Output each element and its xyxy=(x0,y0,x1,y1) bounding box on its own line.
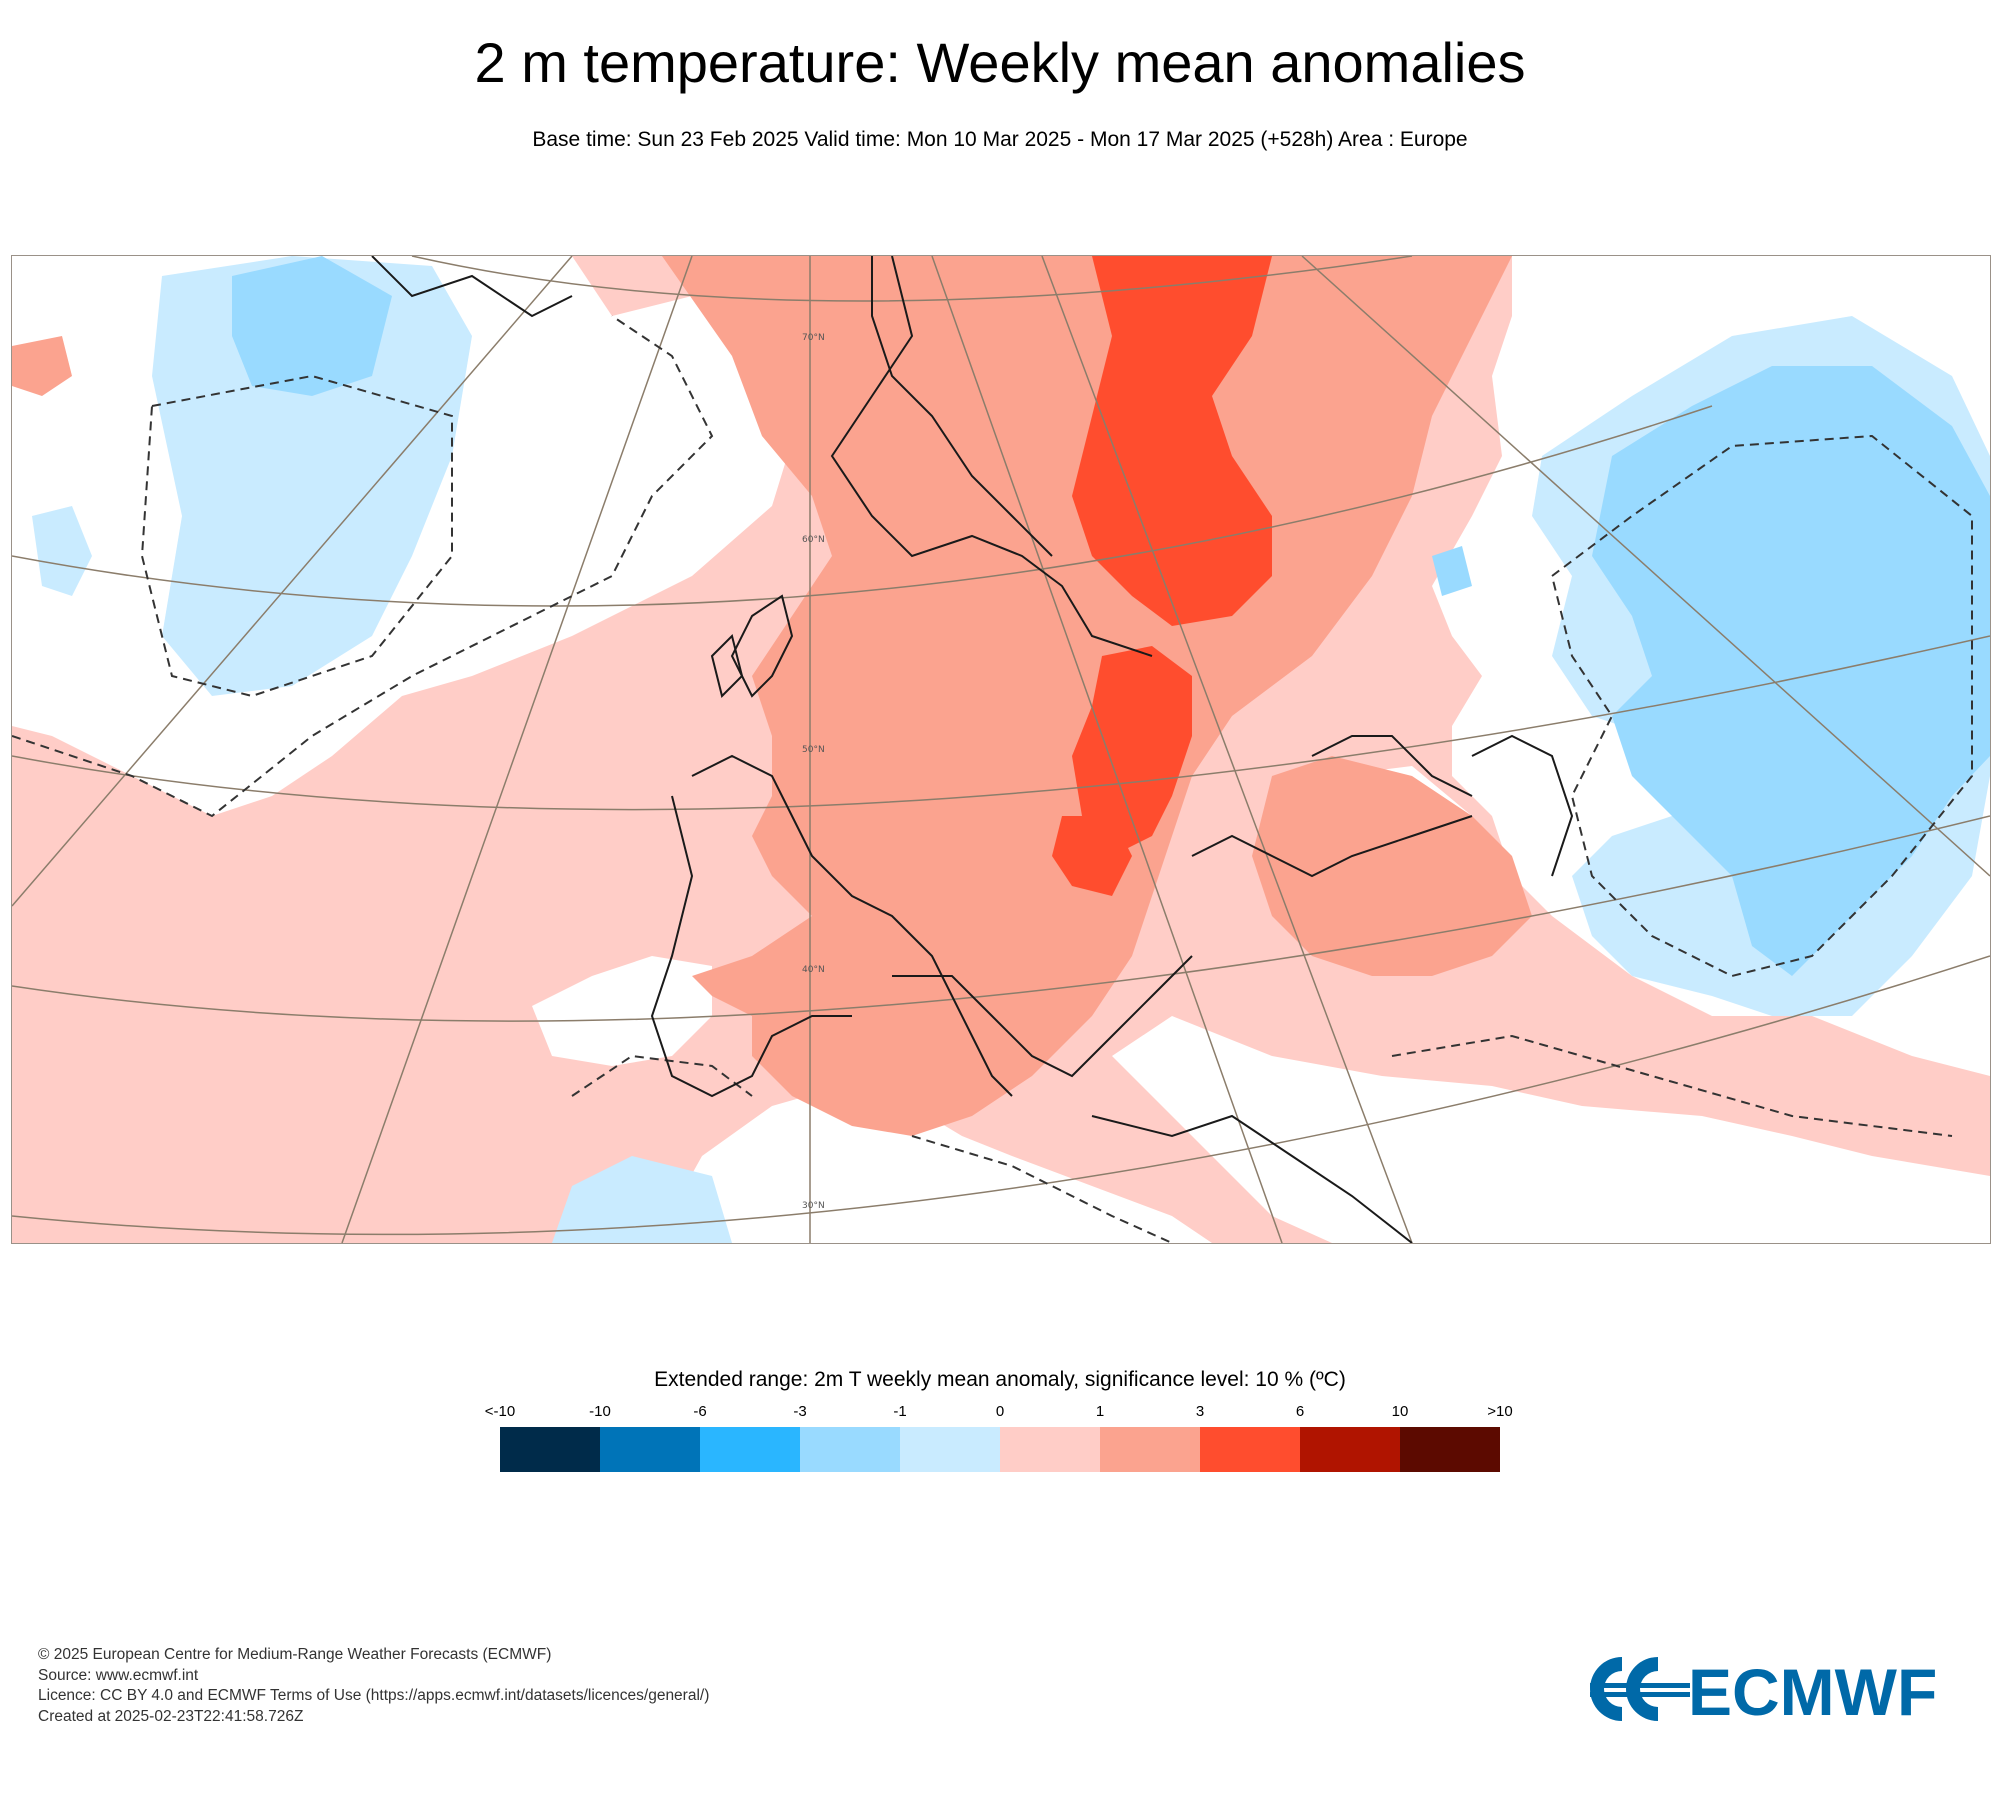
color-bar-segment xyxy=(600,1427,700,1472)
color-bar-segment xyxy=(900,1427,1000,1472)
warm-anomaly-moderate xyxy=(12,256,1532,1136)
created-at-text: Created at 2025-02-23T22:41:58.726Z xyxy=(38,1707,304,1725)
color-bar-segment xyxy=(1400,1427,1500,1472)
lat-label-70: 70°N xyxy=(802,333,825,343)
legend-tick-label: -1 xyxy=(893,1403,907,1420)
legend-tick-label: 6 xyxy=(1295,1403,1305,1420)
legend-tick-label: >10 xyxy=(1487,1403,1513,1420)
lat-label-50: 50°N xyxy=(802,745,825,755)
ecmwf-logo-icon xyxy=(1590,1657,1690,1721)
ecmwf-logo-text: ECMWF xyxy=(1688,1655,1937,1723)
lat-label-40: 40°N xyxy=(802,965,825,975)
legend-tick-label: -3 xyxy=(793,1403,807,1420)
significance-contours xyxy=(12,315,1973,1243)
legend-tick-label: <-10 xyxy=(484,1403,516,1420)
ecmwf-logo: ECMWF xyxy=(1588,1655,1963,1729)
legend-tick-label: 3 xyxy=(1195,1403,1205,1420)
color-bar-segment xyxy=(1000,1427,1100,1472)
coastlines xyxy=(371,256,1574,1243)
legend-title: Extended range: 2m T weekly mean anomaly… xyxy=(654,1368,1346,1391)
legend-tick-label: 1 xyxy=(1095,1403,1105,1420)
graticule xyxy=(12,256,1990,1243)
lat-label-60: 60°N xyxy=(802,535,825,545)
legend-tick-label: -6 xyxy=(693,1403,707,1420)
color-bar-segment xyxy=(1200,1427,1300,1472)
cold-anomaly-moderate xyxy=(232,256,1990,976)
source-text: Source: www.ecmwf.int xyxy=(38,1666,199,1684)
warm-anomaly-strong xyxy=(1052,256,1272,896)
copyright-text: © 2025 European Centre for Medium-Range … xyxy=(38,1646,552,1663)
lat-label-30: 30°N xyxy=(802,1201,825,1211)
footer: © 2025 European Centre for Medium-Range … xyxy=(38,1645,709,1727)
legend-tick-label: -10 xyxy=(589,1403,611,1420)
color-bar-segment xyxy=(800,1427,900,1472)
legend-tick-label: 10 xyxy=(1391,1403,1409,1420)
color-bar xyxy=(500,1427,1500,1472)
anomaly-map: 70°N 60°N 50°N 40°N 30°N xyxy=(11,255,1991,1244)
legend-tick-label: 0 xyxy=(995,1403,1005,1420)
color-bar-segment xyxy=(700,1427,800,1472)
color-bar-segment xyxy=(1100,1427,1200,1472)
color-bar-segment xyxy=(1300,1427,1400,1472)
color-bar-segment xyxy=(500,1427,600,1472)
chart-title: 2 m temperature: Weekly mean anomalies xyxy=(474,31,1526,94)
licence-text: Licence: CC BY 4.0 and ECMWF Terms of Us… xyxy=(38,1687,710,1704)
chart-subtitle: Base time: Sun 23 Feb 2025 Valid time: M… xyxy=(532,128,1468,151)
